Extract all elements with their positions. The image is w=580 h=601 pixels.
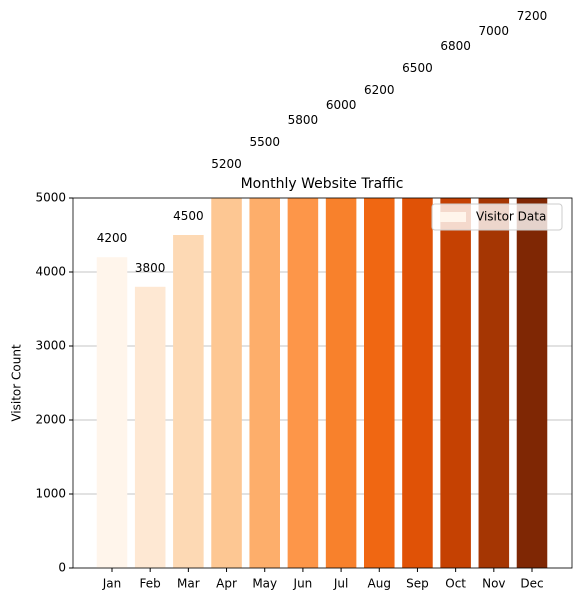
x-tick-label: Dec (520, 577, 543, 591)
y-tick-label: 3000 (35, 339, 66, 353)
bar (96, 257, 128, 568)
chart-title: Monthly Website Traffic (241, 176, 404, 192)
data-label: 7200 (517, 9, 548, 23)
x-tick-label: May (252, 577, 277, 591)
legend-swatch (440, 212, 466, 222)
data-label: 3800 (135, 261, 166, 275)
bar (173, 235, 204, 568)
axes-frame (72, 197, 573, 569)
data-label: 4500 (173, 209, 204, 223)
bar (287, 198, 319, 568)
data-label: 4200 (97, 231, 128, 245)
x-tick-label: Jan (102, 577, 122, 591)
data-label: 7000 (479, 24, 510, 38)
x-tick-label: Aug (368, 577, 391, 591)
x-tick-label: Oct (445, 577, 466, 591)
y-axis-label: Visitor Count (10, 344, 24, 422)
legend-box (431, 203, 563, 231)
y-tick-label: 0 (58, 561, 66, 575)
legend-label: Visitor Data (476, 210, 546, 224)
x-tick-label: Mar (177, 577, 200, 591)
bar (249, 198, 280, 568)
bar (440, 198, 471, 568)
bar (364, 198, 395, 568)
bar (134, 286, 166, 568)
x-tick-label: Feb (140, 577, 161, 591)
data-label: 5200 (211, 157, 242, 171)
data-label: 5500 (249, 135, 280, 149)
bar (211, 198, 242, 568)
data-label: 5800 (288, 113, 319, 127)
y-tick-label: 2000 (35, 413, 66, 427)
plot-area (96, 198, 548, 568)
data-label: 6500 (402, 61, 433, 75)
x-tick-label: Apr (216, 577, 237, 591)
data-label: 6800 (440, 39, 471, 53)
y-tick-label: 5000 (35, 191, 66, 205)
bar (325, 198, 357, 568)
data-label: 6000 (326, 98, 357, 112)
x-tick-label: Jun (293, 577, 313, 591)
y-tick-label: 4000 (35, 265, 66, 279)
y-tick-label: 1000 (35, 487, 66, 501)
x-tick-label: Nov (482, 577, 505, 591)
bar (402, 198, 433, 568)
bar (516, 198, 548, 568)
bar (478, 198, 510, 568)
data-label: 6200 (364, 83, 395, 97)
x-tick-label: Sep (406, 577, 429, 591)
x-tick-label: Jul (333, 577, 348, 591)
